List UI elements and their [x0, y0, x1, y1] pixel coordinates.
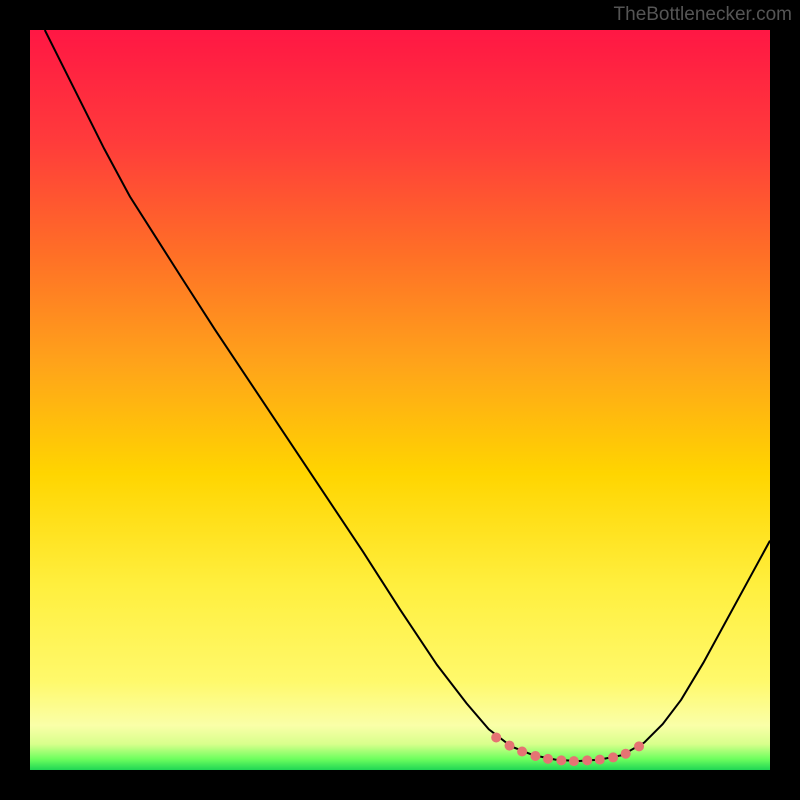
bottleneck-curve [45, 30, 770, 761]
chart-line-layer [30, 30, 770, 770]
watermark-text: TheBottlenecker.com [614, 4, 792, 26]
bottleneck-chart [30, 30, 770, 770]
